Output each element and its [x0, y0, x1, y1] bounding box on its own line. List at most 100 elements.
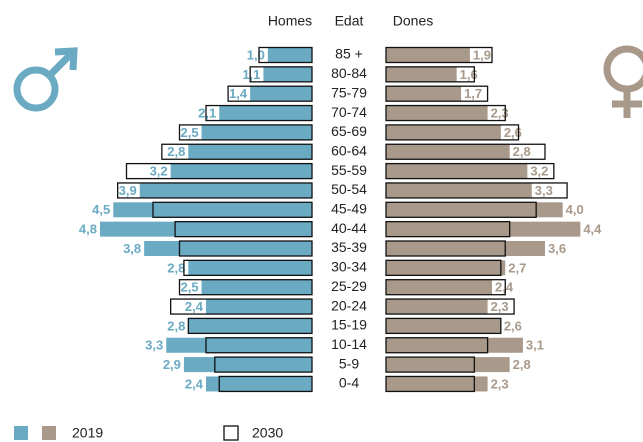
value-label: 3,3 — [535, 183, 553, 198]
outline-left-2030 — [205, 337, 313, 354]
outline-left-2030 — [170, 298, 313, 315]
outline-right-2030 — [385, 240, 506, 257]
outline-left-2030 — [183, 259, 313, 277]
value-label: 3,8 — [123, 241, 141, 256]
outline-right-2030 — [385, 66, 475, 83]
value-label: 3,6 — [548, 241, 566, 256]
bar-right-2019 — [386, 337, 523, 353]
bar-right-2019 — [386, 105, 488, 121]
outline-right-2030 — [385, 279, 506, 296]
bar-right-2019 — [386, 318, 501, 334]
outline-right-2030 — [385, 143, 546, 160]
age-label: 55-59 — [331, 162, 367, 178]
outline-left-2030 — [117, 182, 313, 199]
age-label: 85 + — [335, 46, 363, 62]
age-label: 80-84 — [331, 65, 367, 81]
age-label: 5-9 — [339, 355, 359, 371]
value-label: 4,5 — [92, 202, 110, 217]
age-label: 35-39 — [331, 239, 367, 255]
value-label: 2,8 — [513, 357, 531, 372]
value-label: 1,1 — [242, 67, 260, 82]
value-label: 3,2 — [530, 164, 548, 179]
outline-right-2030 — [385, 317, 502, 335]
bar-right-2019 — [386, 124, 501, 140]
value-label: 3,2 — [150, 164, 168, 179]
age-label: 60-64 — [331, 142, 367, 158]
value-label: 2,5 — [181, 280, 199, 295]
outline-left-2030 — [125, 162, 313, 180]
bar-left-2019 — [166, 337, 312, 353]
value-label: 4,4 — [583, 222, 602, 237]
value-label: 2,4 — [185, 299, 204, 314]
bar-right-2019 — [386, 202, 563, 218]
value-label: 1,7 — [464, 86, 482, 101]
legend-swatch — [14, 426, 28, 440]
bar-right-2019 — [386, 299, 488, 315]
value-label: 1,9 — [473, 47, 491, 62]
bar-right-2019 — [386, 221, 581, 237]
value-label: 2,9 — [163, 357, 181, 372]
legend-label: 2030 — [252, 425, 283, 441]
age-label: 20-24 — [331, 297, 367, 313]
bar-right-2019 — [386, 279, 492, 295]
bar-right-2019 — [386, 144, 510, 160]
bar-right-2019 — [386, 241, 545, 256]
bar-left-2019 — [250, 86, 312, 102]
value-label: 2,3 — [491, 376, 509, 391]
bar-right-2019 — [386, 376, 488, 392]
value-label: 2,3 — [491, 105, 509, 120]
bar-left-2019 — [219, 105, 312, 121]
left-header: Homes — [268, 13, 312, 29]
bar-left-2019 — [113, 202, 312, 218]
age-label: 45-49 — [331, 201, 367, 217]
bar-left-2019 — [170, 163, 312, 179]
outline-right-2030 — [385, 259, 502, 277]
value-label: 2,6 — [504, 125, 522, 140]
bar-left-2019 — [206, 376, 312, 392]
age-label: 65-69 — [331, 123, 367, 139]
value-label: 2,4 — [185, 376, 204, 391]
male-symbol — [13, 47, 78, 112]
center-header: Edat — [335, 13, 364, 29]
outline-left-2030 — [227, 85, 313, 102]
outline-right-2030 — [385, 375, 475, 393]
outline-left-2030 — [178, 240, 313, 257]
outline-left-2030 — [152, 201, 313, 218]
age-label: 75-79 — [331, 84, 367, 100]
bar-right-2019 — [386, 357, 510, 373]
bar-left-2019 — [188, 260, 312, 276]
outline-left-2030 — [187, 317, 313, 335]
age-label: 10-14 — [331, 336, 367, 352]
outline-left-2030 — [178, 124, 313, 141]
outline-right-2030 — [385, 356, 475, 373]
legend-swatch — [42, 426, 56, 440]
bar-right-2019 — [386, 47, 470, 63]
age-label: 25-29 — [331, 278, 367, 294]
outline-right-2030 — [385, 124, 520, 141]
outline-right-2030 — [385, 337, 489, 354]
value-label: 3,3 — [145, 338, 163, 353]
bar-left-2019 — [201, 279, 312, 295]
outline-left-2030 — [174, 220, 313, 238]
bar-right-2019 — [386, 182, 532, 198]
outline-left-2030 — [214, 356, 313, 373]
outline-left-2030 — [218, 375, 313, 393]
bar-left-2019 — [139, 182, 312, 198]
bar-left-2019 — [267, 47, 312, 63]
age-label: 15-19 — [331, 317, 367, 333]
value-label: 2,7 — [508, 260, 526, 275]
bar-right-2019 — [386, 163, 528, 179]
right-header: Dones — [393, 13, 433, 29]
outline-left-2030 — [249, 66, 313, 83]
value-label: 2,8 — [167, 318, 185, 333]
outline-right-2030 — [385, 220, 511, 238]
age-label: 70-74 — [331, 104, 367, 120]
value-label: 2,1 — [198, 105, 216, 120]
bar-right-2019 — [386, 66, 457, 82]
outline-left-2030 — [178, 279, 313, 296]
value-label: 3,1 — [526, 338, 544, 353]
outline-right-2030 — [385, 46, 493, 64]
bar-right-2019 — [386, 260, 506, 276]
age-label: 40-44 — [331, 220, 367, 236]
